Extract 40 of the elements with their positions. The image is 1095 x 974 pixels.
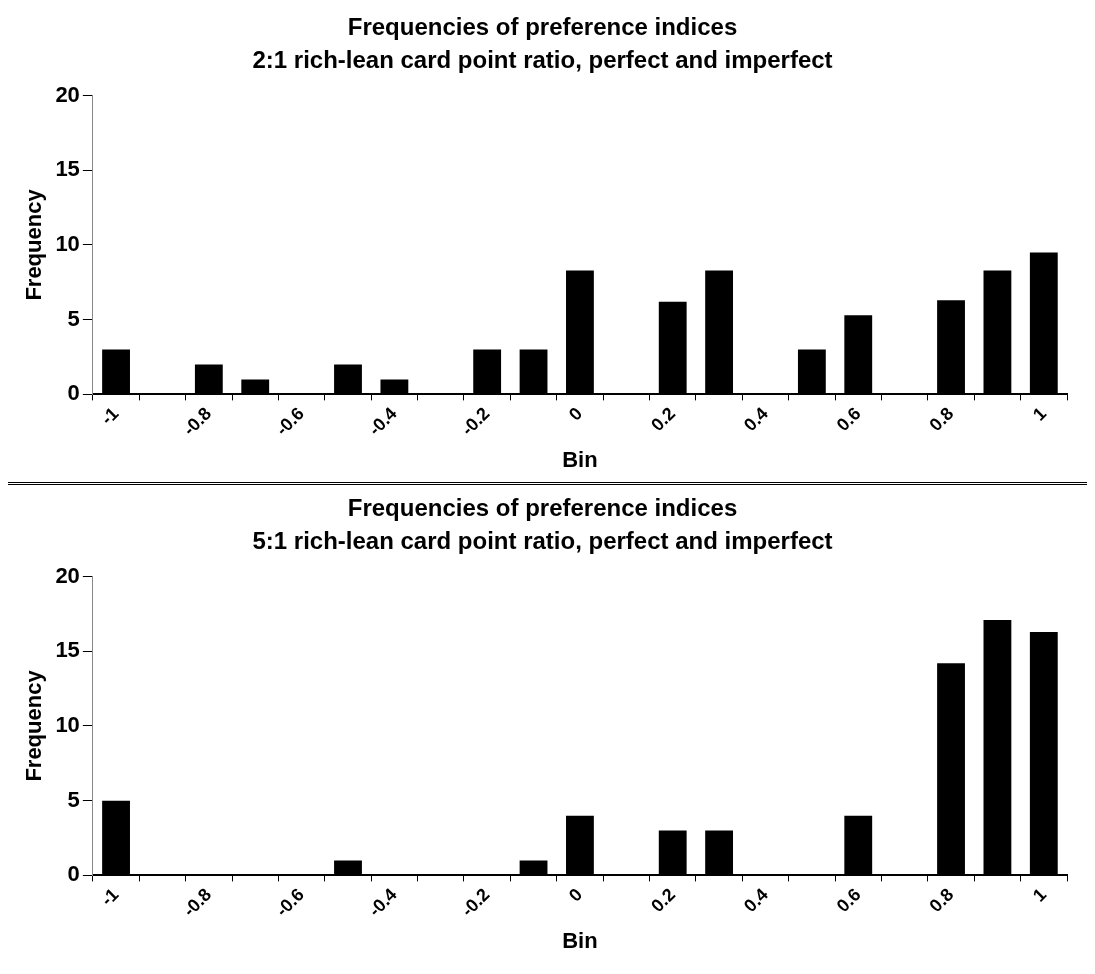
y-tick-label: 10	[55, 231, 80, 257]
x-tick-label: 0.6	[832, 403, 865, 436]
x-tick-label: 0.8	[925, 403, 958, 436]
y-tick-label: 5	[67, 786, 80, 812]
y-tick-label: 5	[67, 305, 80, 331]
x-tick-label: -0.6	[271, 403, 308, 440]
y-tick-label: 20	[55, 562, 80, 588]
x-tick-label: 1	[1028, 884, 1051, 906]
y-tick-label: 10	[55, 712, 80, 738]
chart-title: Frequencies of preference indices	[347, 494, 738, 522]
x-tick-label: 0.4	[739, 884, 772, 917]
x-tick-label: 1	[1028, 403, 1051, 425]
x-tick-label: 0.2	[647, 403, 680, 436]
x-tick-label: 0.4	[739, 403, 772, 436]
x-tick-label: -0.6	[271, 884, 308, 921]
x-axis-title: Bin	[562, 446, 598, 472]
x-tick-label: -0.8	[179, 403, 216, 440]
x-tick-label: -1	[96, 884, 123, 910]
y-tick-label: 20	[55, 81, 80, 107]
x-tick-label: -0.8	[179, 884, 216, 921]
x-axis-title: Bin	[562, 927, 598, 953]
x-tick-label: -0.2	[457, 884, 494, 921]
x-tick-label: 0.6	[832, 884, 865, 917]
y-axis-title: Frequency	[21, 669, 47, 782]
y-tick-label: 15	[55, 637, 80, 663]
chart-subtitle: 2:1 rich-lean card point ratio, perfect and imperfect	[252, 45, 833, 73]
x-tick-label: 0	[565, 403, 587, 425]
y-tick-label: 0	[67, 380, 80, 406]
y-tick-label: 15	[55, 156, 80, 182]
chart-title: Frequencies of preference indices	[347, 13, 738, 41]
y-tick-label: 0	[67, 861, 80, 887]
x-tick-label: 0.2	[647, 884, 680, 917]
x-tick-label: -0.4	[364, 403, 401, 440]
x-tick-label: -1	[96, 403, 123, 429]
y-axis-title: Frequency	[21, 188, 47, 301]
x-tick-label: 0	[565, 884, 587, 906]
x-tick-label: -0.2	[457, 403, 494, 440]
x-tick-label: -0.4	[364, 884, 401, 921]
x-tick-label: 0.8	[925, 884, 958, 917]
chart-subtitle: 5:1 rich-lean card point ratio, perfect and imperfect	[252, 526, 833, 554]
